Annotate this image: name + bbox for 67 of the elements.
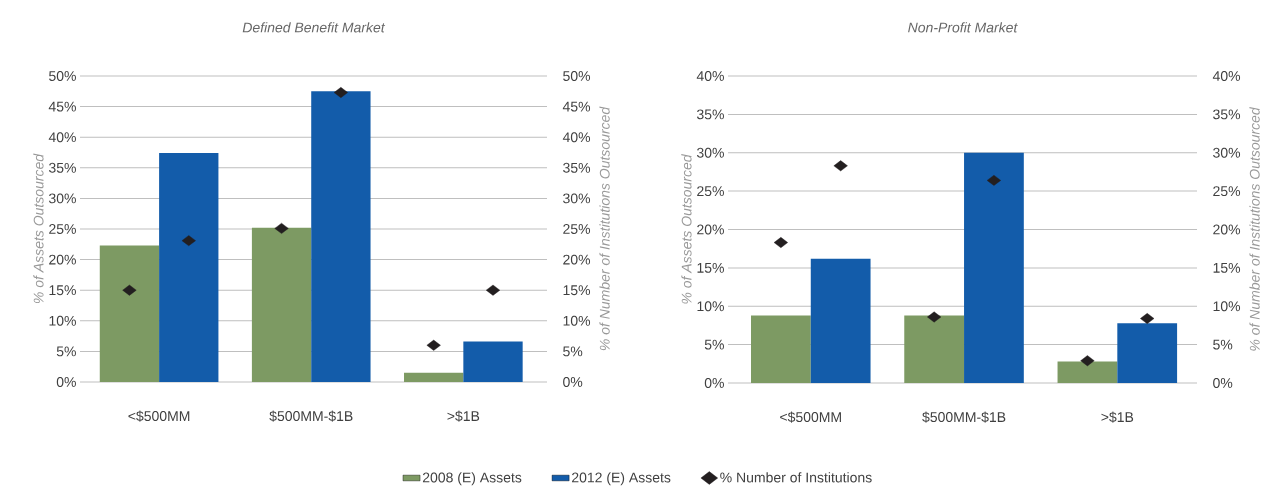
y-axis-title: % of Assets Outsourced [33,153,44,304]
y-tick-label: 20% [697,224,724,235]
y2-tick-label: 40% [562,132,591,143]
chart-title: Defined Benefit Market [242,22,386,33]
y2-tick-label: 40% [1212,71,1241,81]
y2-tick-label: 20% [563,254,591,265]
bar [751,315,811,383]
y-tick-label: 40% [48,132,76,143]
bar [159,153,219,382]
y-tick-label: 30% [696,147,724,158]
bar [99,245,160,382]
y-tick-label: 25% [49,224,76,234]
legend-label: % Number of Institutions [720,472,872,483]
y2-tick-label: 50% [563,71,591,81]
x-tick-label: <$500MM [128,410,190,422]
y-tick-label: 50% [49,71,76,81]
x-tick-label: >$1B [1101,411,1134,423]
bar [810,258,871,383]
bar [463,341,523,382]
chart-title: Non-Profit Market [908,22,1018,33]
bar [404,372,464,382]
y2-tick-label: 35% [1213,109,1241,120]
y-tick-label: 35% [48,162,76,173]
x-tick-label: >$1B [447,410,480,422]
y-tick-label: 10% [49,315,76,326]
y2-tick-label: 5% [1213,339,1233,350]
y-tick-label: 40% [696,71,724,81]
y2-tick-label: 15% [563,285,591,296]
bar [1117,323,1178,383]
bar [311,91,371,382]
x-tick-label: $500MM-$1B [922,411,1006,423]
y-tick-label: 45% [48,101,76,112]
y2-axis-title: % of Number of Institutions Outsourced [599,106,610,351]
y-tick-label: 15% [49,285,76,296]
y-tick-label: 20% [49,254,76,265]
x-tick-label: $500MM-$1B [269,410,353,422]
bar [904,315,965,383]
y2-tick-label: 10% [1213,301,1241,312]
legend-label: 2008 (E) Assets [422,472,522,486]
y-tick-label: 15% [697,262,724,273]
y-tick-label: 0% [56,377,76,387]
x-tick-label: <$500MM [780,411,841,423]
y2-tick-label: 45% [562,101,591,112]
y2-tick-label: 0% [563,377,583,387]
y-tick-label: 0% [704,378,724,388]
y2-tick-label: 25% [563,224,591,234]
y2-tick-label: 10% [563,315,591,326]
y2-tick-label: 5% [563,346,583,357]
y-tick-label: 10% [697,301,724,312]
y2-axis-title: % of Number of Institutions Outsourced [1249,106,1260,351]
bar [1057,361,1118,383]
y2-tick-label: 35% [563,162,591,173]
y2-tick-label: 30% [1213,147,1241,158]
y-tick-label: 5% [704,339,724,350]
y2-tick-label: 20% [1213,224,1241,235]
y-axis-title: % of Assets Outsourced [681,154,692,304]
y2-tick-label: 0% [1213,378,1233,388]
y-tick-label: 25% [697,186,724,197]
y-tick-label: 35% [696,109,724,120]
y2-tick-label: 30% [563,193,591,204]
bar [251,227,312,382]
bar [964,152,1024,383]
y2-tick-label: 15% [1213,262,1241,273]
legend-label: 2012 (E) Assets [572,472,671,486]
y-tick-label: 30% [48,193,76,204]
y2-tick-label: 25% [1213,186,1241,197]
y-tick-label: 5% [56,346,76,357]
